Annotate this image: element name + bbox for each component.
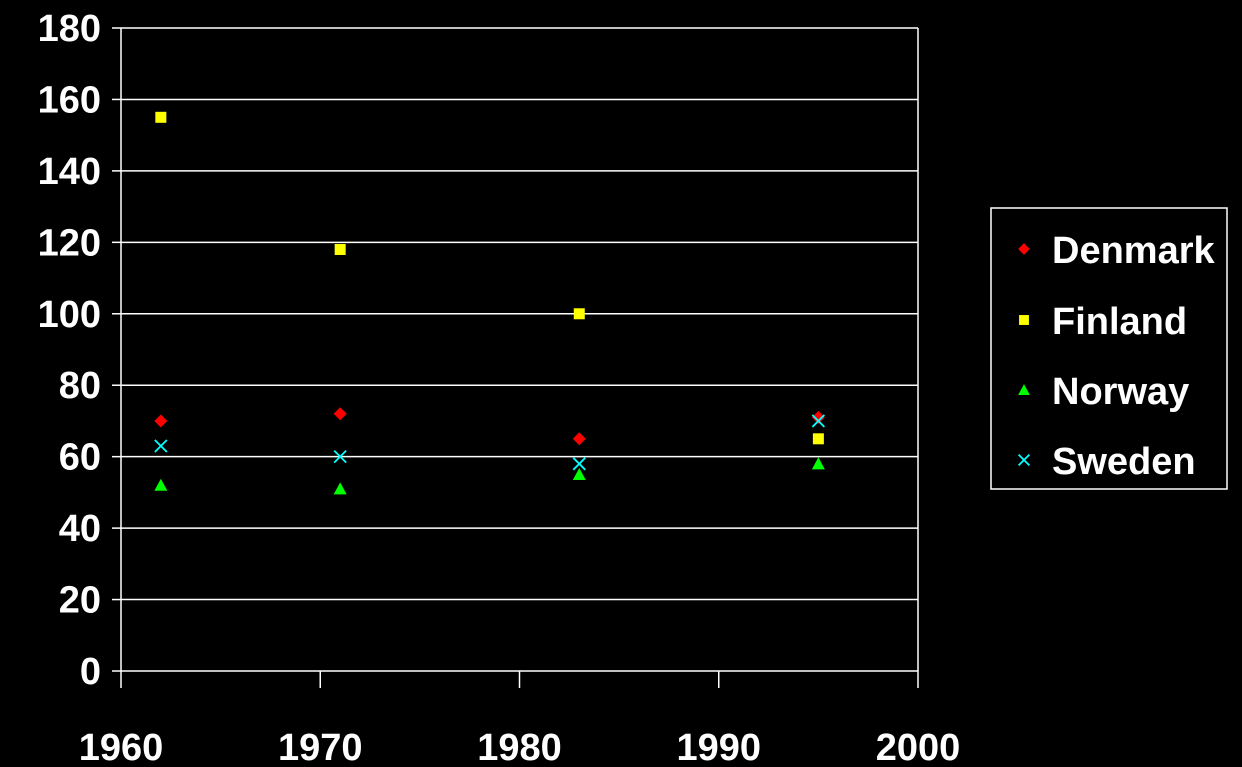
legend-marker-finland — [1019, 315, 1029, 325]
marker-finland-1962 — [155, 111, 167, 123]
y-tick-label-80: 80 — [59, 365, 101, 407]
marker-sweden-1983 — [572, 457, 586, 471]
x-tick-label-1980: 1980 — [477, 727, 562, 767]
legend-label-denmark: Denmark — [1052, 230, 1215, 272]
marker-norway-1995 — [811, 457, 825, 470]
axes — [112, 27, 919, 688]
marker-denmark-1983 — [572, 432, 586, 446]
marker-sweden-1962 — [154, 439, 168, 453]
marker-norway-1971 — [333, 482, 347, 495]
data-markers — [154, 111, 826, 495]
y-tick-label-140: 140 — [38, 151, 101, 193]
legend-marker-sweden — [1017, 453, 1031, 467]
marker-denmark-1995 — [811, 410, 825, 424]
y-tick-labels: 0 20 40 60 80 100 120 140 160 180 — [38, 8, 101, 693]
y-tick-label-0: 0 — [80, 651, 101, 693]
marker-norway-1962 — [154, 478, 168, 491]
legend-marker-denmark — [1018, 243, 1030, 255]
x-tick-labels: 1960 1970 1980 1990 2000 — [79, 727, 961, 767]
grid-lines — [121, 27, 918, 601]
marker-denmark-1962 — [154, 414, 168, 428]
y-tick-label-120: 120 — [38, 222, 101, 264]
marker-norway-1983 — [572, 468, 586, 481]
y-tick-label-100: 100 — [38, 294, 101, 336]
legend-label-norway: Norway — [1052, 371, 1189, 413]
legend-box — [990, 207, 1228, 490]
x-tick-label-1970: 1970 — [278, 727, 363, 767]
marker-sweden-1995 — [811, 414, 826, 428]
y-tick-label-160: 160 — [38, 79, 101, 121]
marker-finland-1983 — [573, 308, 585, 320]
y-tick-label-20: 20 — [59, 580, 101, 622]
x-tick-label-2000: 2000 — [876, 727, 961, 767]
y-tick-label-60: 60 — [59, 437, 101, 479]
legend-marker-norway — [1018, 384, 1030, 395]
x-tick-label-1990: 1990 — [676, 727, 761, 767]
legend: Denmark Finland Norway Sweden — [990, 207, 1228, 490]
y-tick-label-40: 40 — [59, 508, 101, 550]
marker-sweden-1971 — [333, 450, 347, 464]
marker-finland-1971 — [334, 243, 346, 255]
marker-finland-1995 — [812, 433, 824, 445]
marker-denmark-1971 — [333, 407, 347, 421]
x-tick-label-1960: 1960 — [79, 727, 164, 767]
legend-label-finland: Finland — [1052, 301, 1187, 343]
legend-label-sweden: Sweden — [1052, 441, 1196, 483]
y-tick-label-180: 180 — [38, 8, 101, 50]
